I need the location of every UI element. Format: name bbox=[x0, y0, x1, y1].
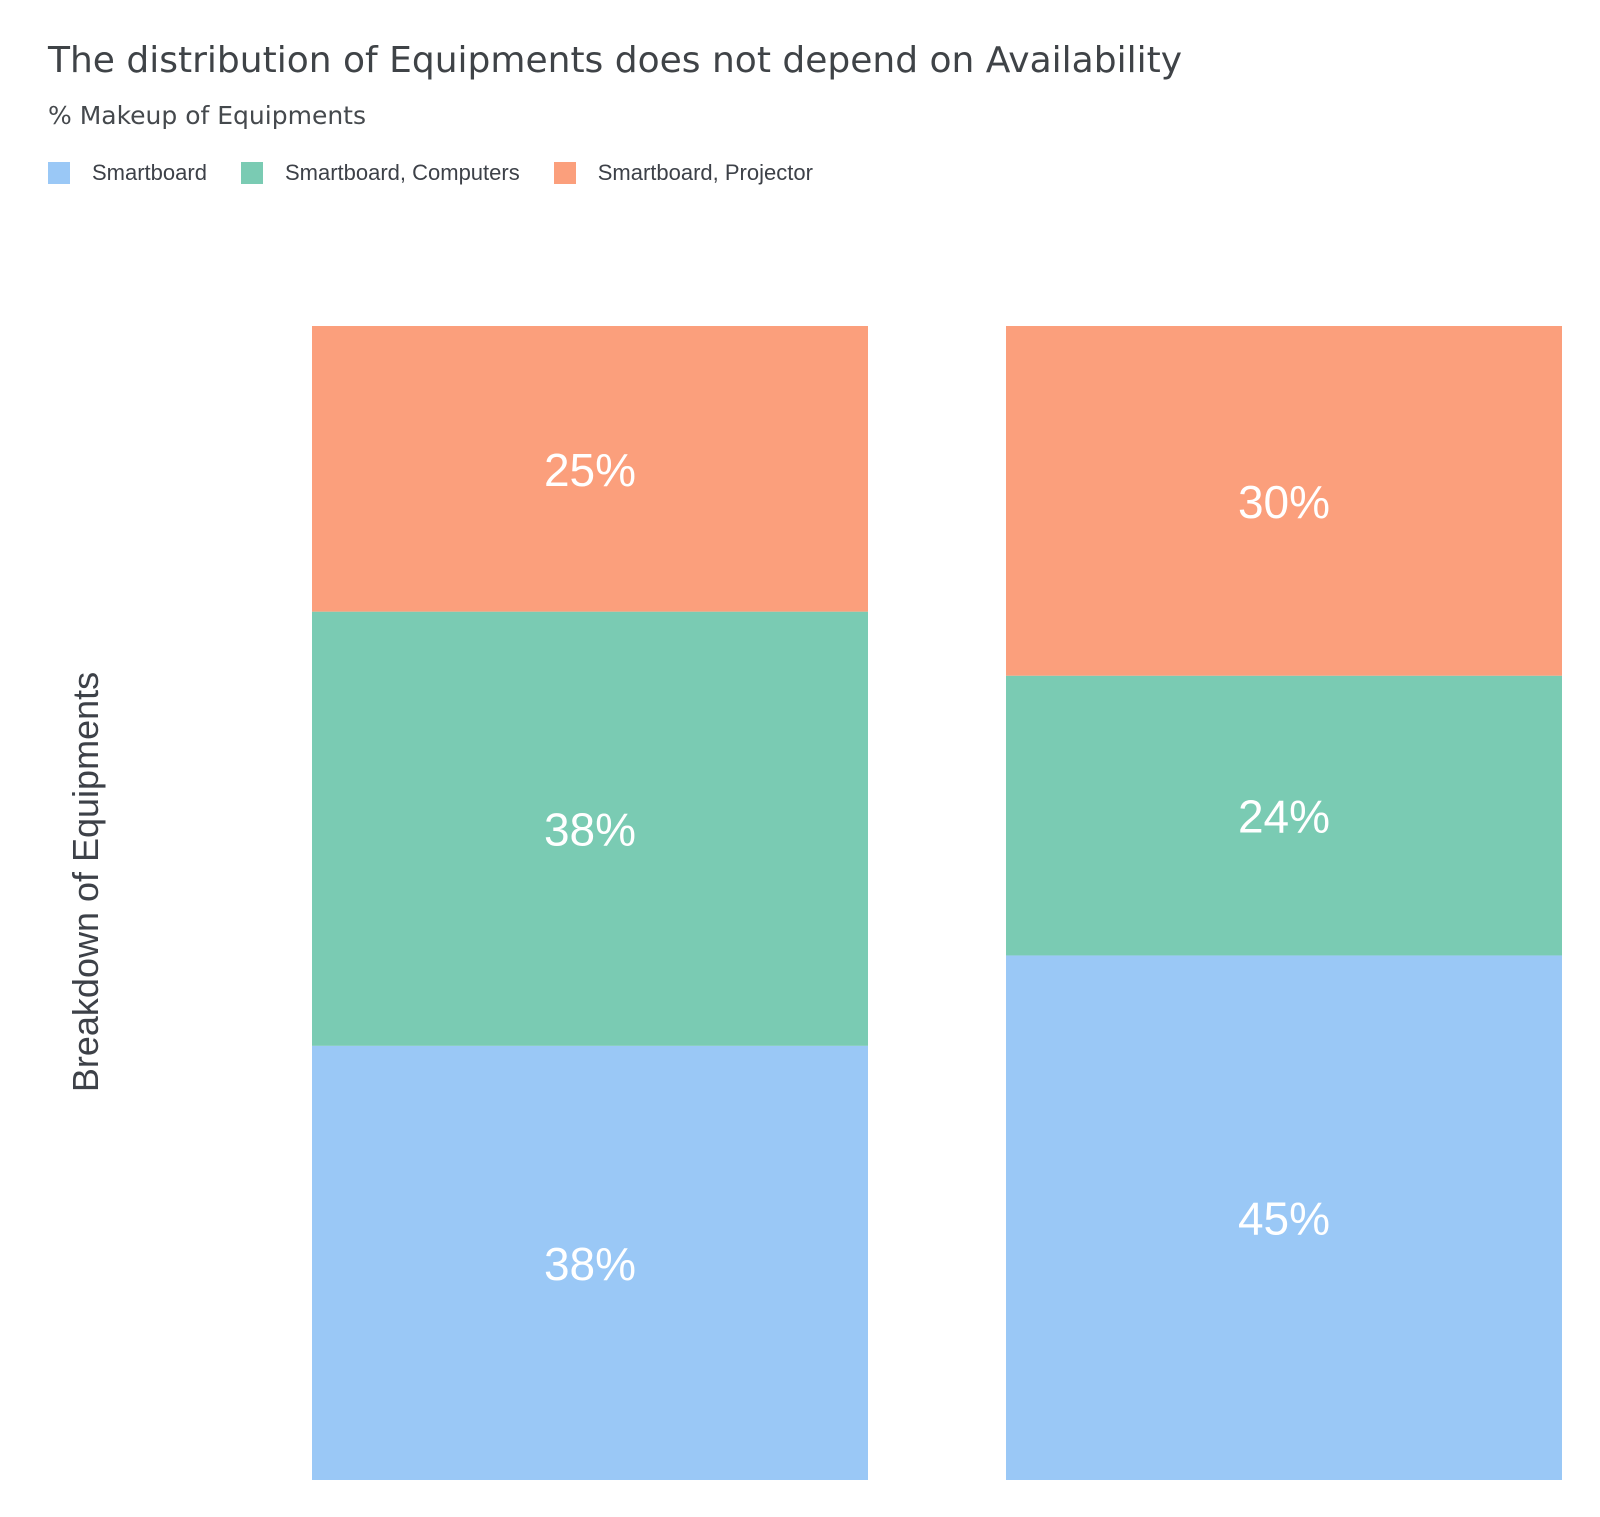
legend-swatch-smartboard-computers bbox=[240, 162, 263, 184]
legend-swatch-smartboard bbox=[48, 162, 70, 184]
bar-smartboard-2[interactable] bbox=[1006, 955, 1562, 1480]
legend-label-smartboard-projector: Smartboard, Projector bbox=[597, 160, 813, 185]
data-label-smartboard-computers-2: 24% bbox=[1238, 791, 1330, 843]
legend-label-smartboard-computers: Smartboard, Computers bbox=[284, 160, 520, 185]
legend-label-smartboard: Smartboard bbox=[92, 160, 207, 185]
legend-item-smartboard-projector[interactable]: Smartboard, Projector bbox=[553, 160, 813, 186]
data-label-smartboard-computers-1: 38% bbox=[544, 804, 636, 856]
data-label-smartboard-projector-2: 30% bbox=[1238, 476, 1330, 528]
legend-item-smartboard[interactable]: Smartboard bbox=[48, 160, 207, 186]
bar-smartboard-projector-1[interactable] bbox=[312, 326, 868, 612]
data-label-smartboard-2: 45% bbox=[1238, 1193, 1330, 1245]
legend-item-smartboard-computers[interactable]: Smartboard, Computers bbox=[240, 160, 520, 186]
bar-smartboard-1[interactable] bbox=[312, 1045, 868, 1480]
chart-title: The distribution of Equipments does not … bbox=[48, 40, 1182, 81]
bar-smartboard-computers-1[interactable] bbox=[312, 611, 868, 1046]
chart-legend: Smartboard Smartboard, Computers Smartbo… bbox=[48, 160, 847, 186]
bar-smartboard-computers-2[interactable] bbox=[1006, 675, 1562, 956]
data-label-smartboard-projector-1: 25% bbox=[544, 444, 636, 496]
data-label-smartboard-1: 38% bbox=[544, 1238, 636, 1290]
legend-swatch-smartboard-projector bbox=[553, 162, 576, 184]
chart-subtitle: % Makeup of Equipments bbox=[48, 101, 366, 130]
bar-smartboard-projector-2[interactable] bbox=[1006, 326, 1562, 676]
